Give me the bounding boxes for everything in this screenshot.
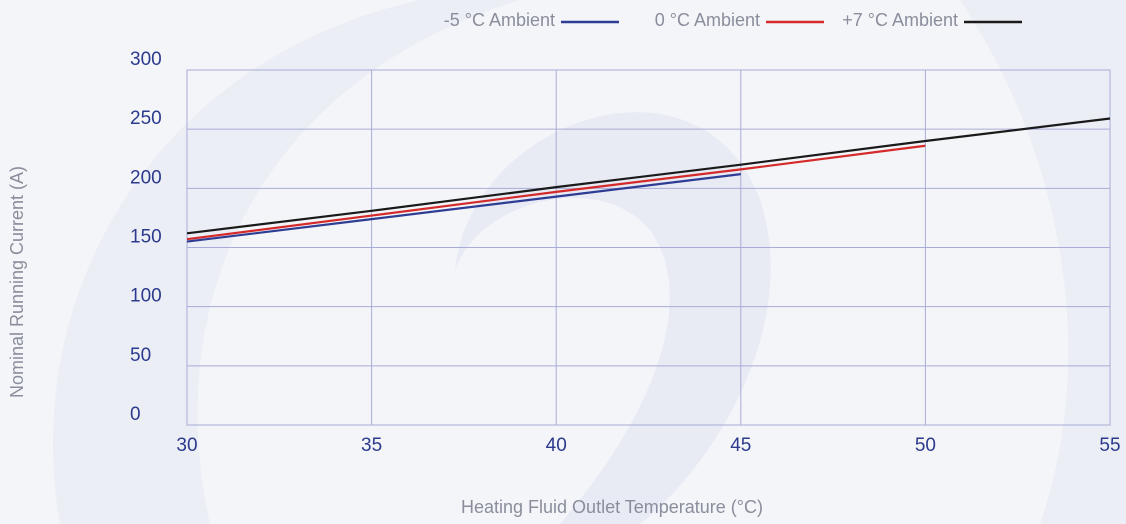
- y-tick-label: 300: [130, 49, 162, 70]
- x-axis-label: Heating Fluid Outlet Temperature (°C): [461, 497, 763, 517]
- y-axis-label: Nominal Running Current (A): [7, 166, 27, 398]
- legend-label: +7 °C Ambient: [842, 10, 958, 30]
- x-tick-label: 35: [361, 435, 382, 456]
- x-tick-label: 50: [915, 435, 936, 456]
- x-tick-label: 30: [176, 435, 197, 456]
- x-tick-label: 45: [730, 435, 751, 456]
- chart: Heating Fluid Outlet Temperature (°C) No…: [0, 0, 1126, 524]
- x-tick-label: 55: [1099, 435, 1120, 456]
- x-tick-label: 40: [546, 435, 567, 456]
- y-tick-label: 0: [130, 404, 141, 425]
- y-tick-label: 200: [130, 167, 162, 188]
- legend-label: 0 °C Ambient: [655, 10, 760, 30]
- legend-label: -5 °C Ambient: [444, 10, 555, 30]
- y-tick-label: 250: [130, 108, 162, 129]
- y-tick-label: 50: [130, 345, 151, 366]
- y-tick-label: 100: [130, 286, 162, 307]
- y-tick-label: 150: [130, 227, 162, 248]
- background-decoration: [53, 0, 1126, 524]
